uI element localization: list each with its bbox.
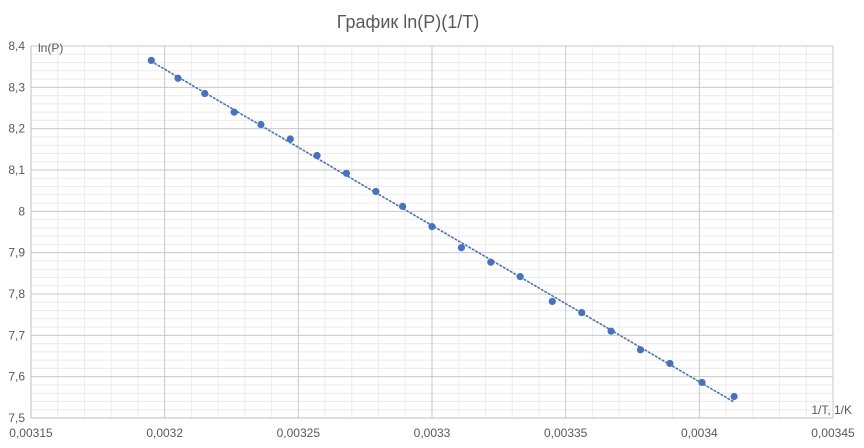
x-axis-title: 1/T, 1/K xyxy=(811,403,852,417)
x-tick-labels: 0,00315 0,0032 0,00325 0,0033 0,00335 0,0034 0… xyxy=(9,426,855,440)
trendline-layer xyxy=(150,60,735,403)
x-tick-label: 0,00315 xyxy=(9,426,53,440)
data-point xyxy=(666,359,674,368)
y-tick-label: 8,1 xyxy=(8,163,25,177)
data-point xyxy=(548,297,556,306)
data-point xyxy=(516,273,524,281)
y-tick-label: 7,7 xyxy=(8,328,25,342)
data-point xyxy=(147,56,155,65)
y-tick-label: 7,6 xyxy=(8,370,25,384)
data-point xyxy=(398,202,407,210)
trendline xyxy=(150,60,735,403)
x-tick-label: 0,0033 xyxy=(414,426,451,440)
y-tick-label: 8,4 xyxy=(8,39,25,53)
x-tick-label: 0,00325 xyxy=(277,426,321,440)
data-point xyxy=(578,309,586,317)
data-point xyxy=(457,244,466,252)
major-gridlines xyxy=(31,45,834,418)
y-tick-label: 7,9 xyxy=(8,246,25,260)
data-point xyxy=(230,108,238,116)
y-tick-label: 8,3 xyxy=(8,80,25,94)
x-tick-label: 0,00335 xyxy=(544,426,588,440)
y-axis-title: ln(P) xyxy=(38,41,63,55)
y-tick-label: 8 xyxy=(18,204,25,218)
data-point xyxy=(286,135,294,143)
axes xyxy=(30,46,833,419)
data-point xyxy=(607,327,615,335)
data-point xyxy=(372,187,380,196)
x-tick-label: 0,0034 xyxy=(681,426,718,440)
y-tick-label: 8,2 xyxy=(8,122,25,136)
data-point xyxy=(313,151,321,160)
data-point xyxy=(257,120,265,129)
data-point xyxy=(487,258,495,266)
y-tick-labels: 7,5 7,6 7,7 7,8 7,9 8 8,1 8,2 8,3 8,4 xyxy=(8,39,25,425)
x-tick-label: 0,00345 xyxy=(811,426,855,440)
x-tick-label: 0,0032 xyxy=(146,426,183,440)
data-point xyxy=(730,392,738,401)
data-points xyxy=(147,56,738,401)
y-tick-label: 7,8 xyxy=(8,287,25,301)
data-point xyxy=(201,89,209,98)
data-point xyxy=(698,378,706,387)
data-point xyxy=(174,74,182,82)
data-point xyxy=(636,346,645,354)
data-point xyxy=(428,223,436,231)
chart-title: График ln(P)(1/T) xyxy=(337,12,480,32)
data-point xyxy=(342,169,351,177)
y-tick-label: 7,5 xyxy=(8,411,25,425)
